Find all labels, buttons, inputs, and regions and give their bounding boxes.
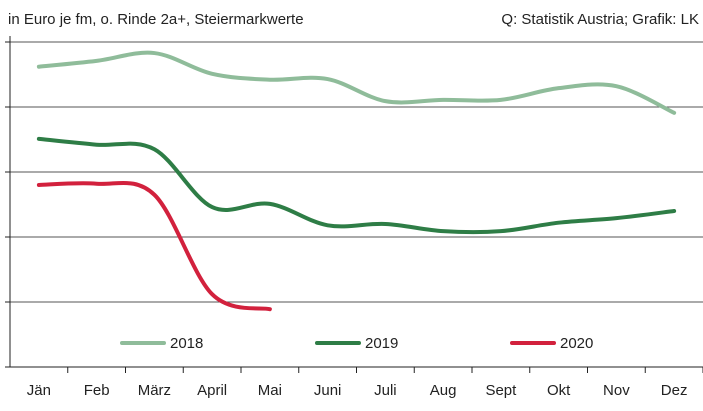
x-tick-label: Aug — [430, 382, 457, 399]
chart-subtitle: in Euro je fm, o. Rinde 2a+, Steiermarkw… — [8, 11, 304, 28]
line — [36, 180, 272, 312]
x-tick-label: Dez — [661, 382, 688, 399]
x-tick-label: Jän — [27, 382, 51, 399]
x-tick-label: Okt — [547, 382, 571, 399]
x-tick-label: Juni — [314, 382, 342, 399]
x-tick-label: Sept — [485, 382, 517, 399]
legend-label: 2020 — [560, 335, 593, 352]
x-tick-label: April — [197, 382, 227, 399]
x-tick-label: Nov — [603, 382, 630, 399]
line — [36, 136, 677, 235]
x-tick-label: Feb — [84, 382, 110, 399]
chart-source: Q: Statistik Austria; Grafik: LK — [501, 11, 699, 28]
line — [36, 50, 677, 115]
x-tick-label: Juli — [374, 382, 397, 399]
legend-label: 2019 — [365, 335, 398, 352]
x-tick-label: Mai — [258, 382, 282, 399]
x-tick-label: März — [138, 382, 171, 399]
legend-label: 2018 — [170, 335, 203, 352]
